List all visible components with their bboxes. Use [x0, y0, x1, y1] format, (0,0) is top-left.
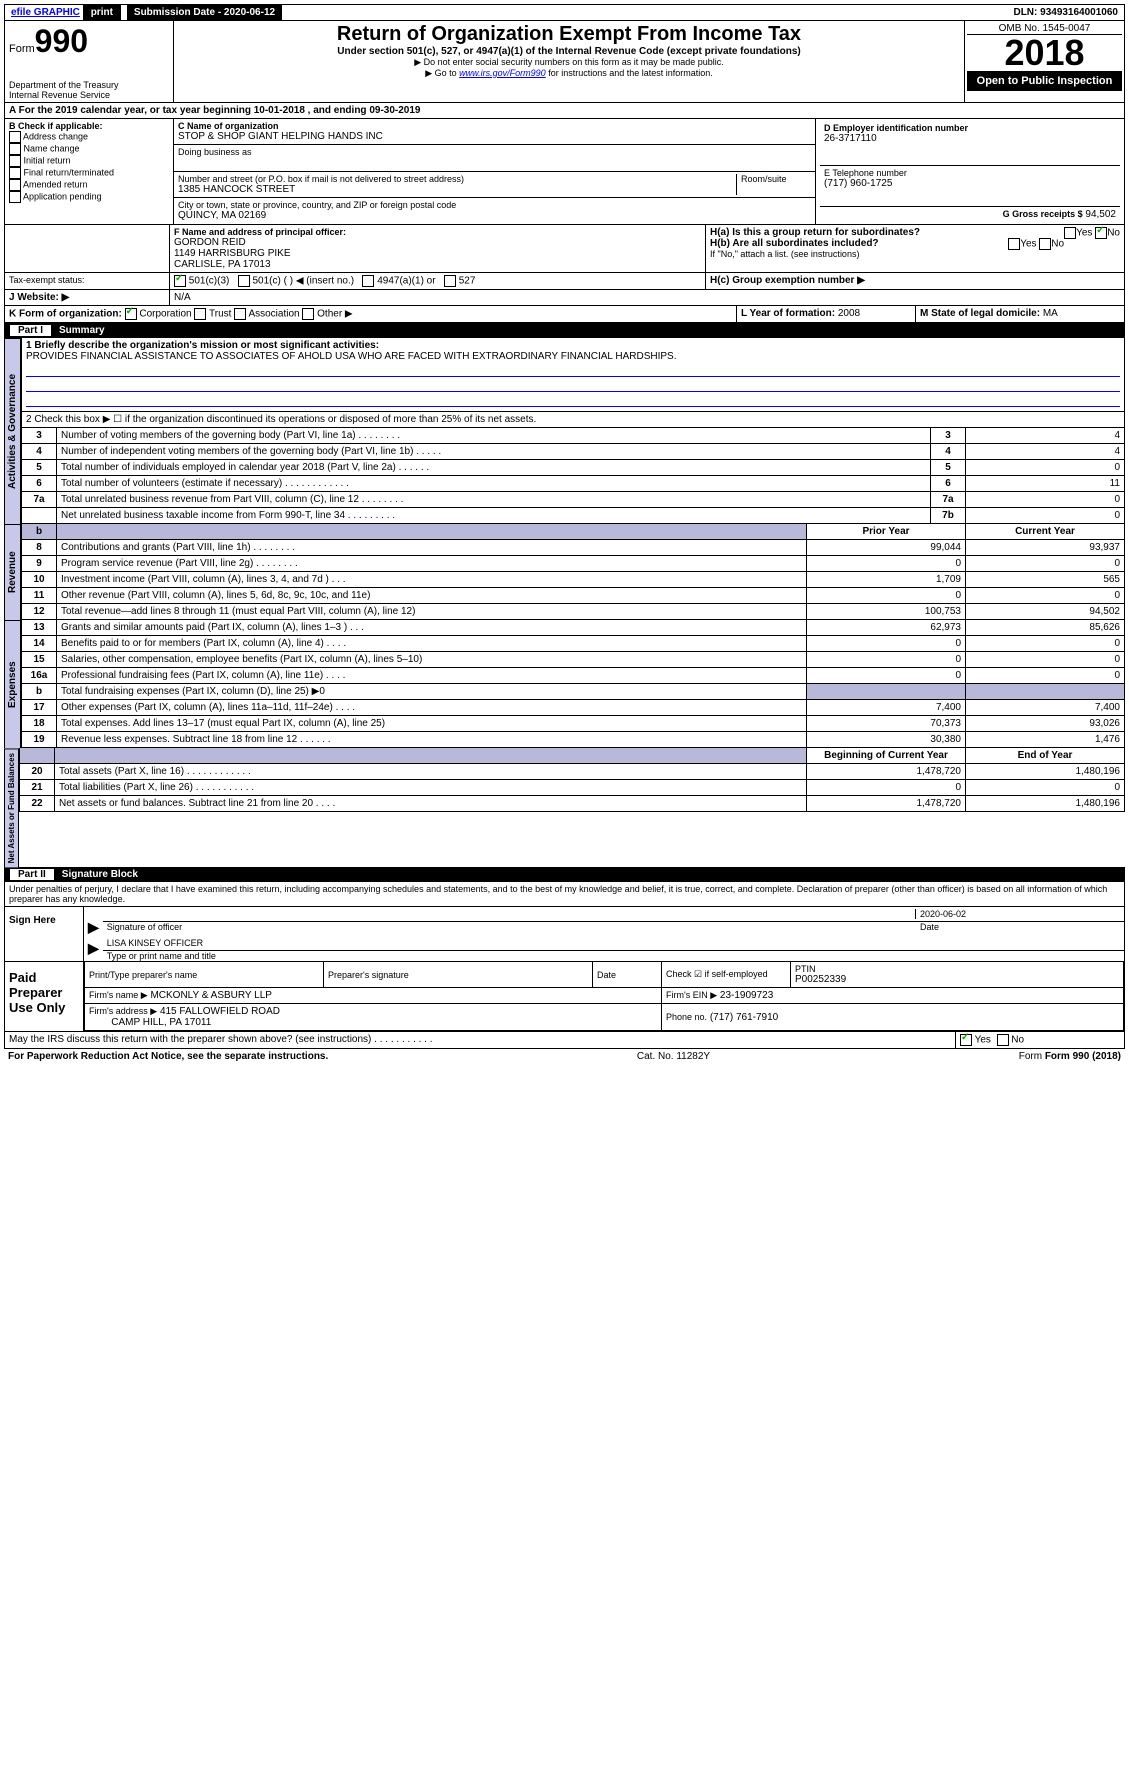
open-public: Open to Public Inspection	[967, 71, 1122, 91]
footer: For Paperwork Reduction Act Notice, see …	[4, 1049, 1125, 1064]
telephone: (717) 960-1725	[824, 178, 1116, 189]
side-revenue: Revenue	[4, 524, 21, 620]
efile-link[interactable]: efile GRAPHIC print	[5, 5, 128, 20]
gross-receipts: 94,502	[1085, 209, 1116, 220]
side-netassets: Net Assets or Fund Balances	[4, 748, 19, 867]
subtitle: Under section 501(c), 527, or 4947(a)(1)…	[176, 46, 962, 57]
side-expenses: Expenses	[4, 620, 21, 748]
irs-link[interactable]: www.irs.gov/Form990	[459, 68, 546, 78]
section-bcd: B Check if applicable: Address change Na…	[4, 119, 1125, 225]
org-name: STOP & SHOP GIANT HELPING HANDS INC	[178, 131, 811, 142]
sign-here-block: Sign Here ▶ 2020-06-02 Signature of offi…	[4, 907, 1125, 962]
discuss-row: May the IRS discuss this return with the…	[4, 1032, 1125, 1049]
org-city: QUINCY, MA 02169	[178, 210, 811, 221]
netassets-table: Beginning of Current YearEnd of Year 20T…	[19, 748, 1125, 812]
tax-year: 2018	[967, 35, 1122, 71]
org-address: 1385 HANCOCK STREET	[178, 184, 736, 195]
dept-treasury: Department of the Treasury Internal Reve…	[9, 80, 169, 100]
section-klm: K Form of organization: Corporation Trus…	[4, 306, 1125, 323]
revenue-table: bPrior YearCurrent Year 8Contributions a…	[21, 524, 1125, 620]
expense-table: 13Grants and similar amounts paid (Part …	[21, 620, 1125, 748]
section-i: Tax-exempt status: 501(c)(3) 501(c) ( ) …	[4, 273, 1125, 290]
form-header: Form990 Department of the Treasury Inter…	[4, 21, 1125, 103]
ein: 26-3717110	[824, 133, 1116, 144]
paid-preparer-block: Paid Preparer Use Only Print/Type prepar…	[4, 962, 1125, 1032]
part-i-header: Part I Summary	[4, 323, 1125, 338]
part-i-body: Activities & Governance 1 Briefly descri…	[4, 338, 1125, 524]
tax-period: A For the 2019 calendar year, or tax yea…	[4, 103, 1125, 119]
mission-text: PROVIDES FINANCIAL ASSISTANCE TO ASSOCIA…	[26, 351, 1120, 362]
side-governance: Activities & Governance	[4, 338, 21, 524]
section-j: J Website: ▶ N/A	[4, 290, 1125, 306]
part-ii-header: Part II Signature Block	[4, 867, 1125, 882]
perjury-statement: Under penalties of perjury, I declare th…	[4, 882, 1125, 907]
top-bar: efile GRAPHIC print Submission Date - 20…	[4, 4, 1125, 21]
dln: DLN: 93493164001060	[1007, 5, 1124, 20]
main-title: Return of Organization Exempt From Incom…	[176, 23, 962, 46]
governance-table: 3Number of voting members of the governi…	[21, 428, 1125, 524]
officer-name: LISA KINSEY OFFICER	[103, 936, 1124, 951]
form-number: 990	[35, 23, 88, 59]
section-fh: F Name and address of principal officer:…	[4, 225, 1125, 273]
submission-date: Submission Date - 2020-06-12	[128, 5, 282, 20]
firm-name: MCKONLY & ASBURY LLP	[150, 990, 272, 1001]
